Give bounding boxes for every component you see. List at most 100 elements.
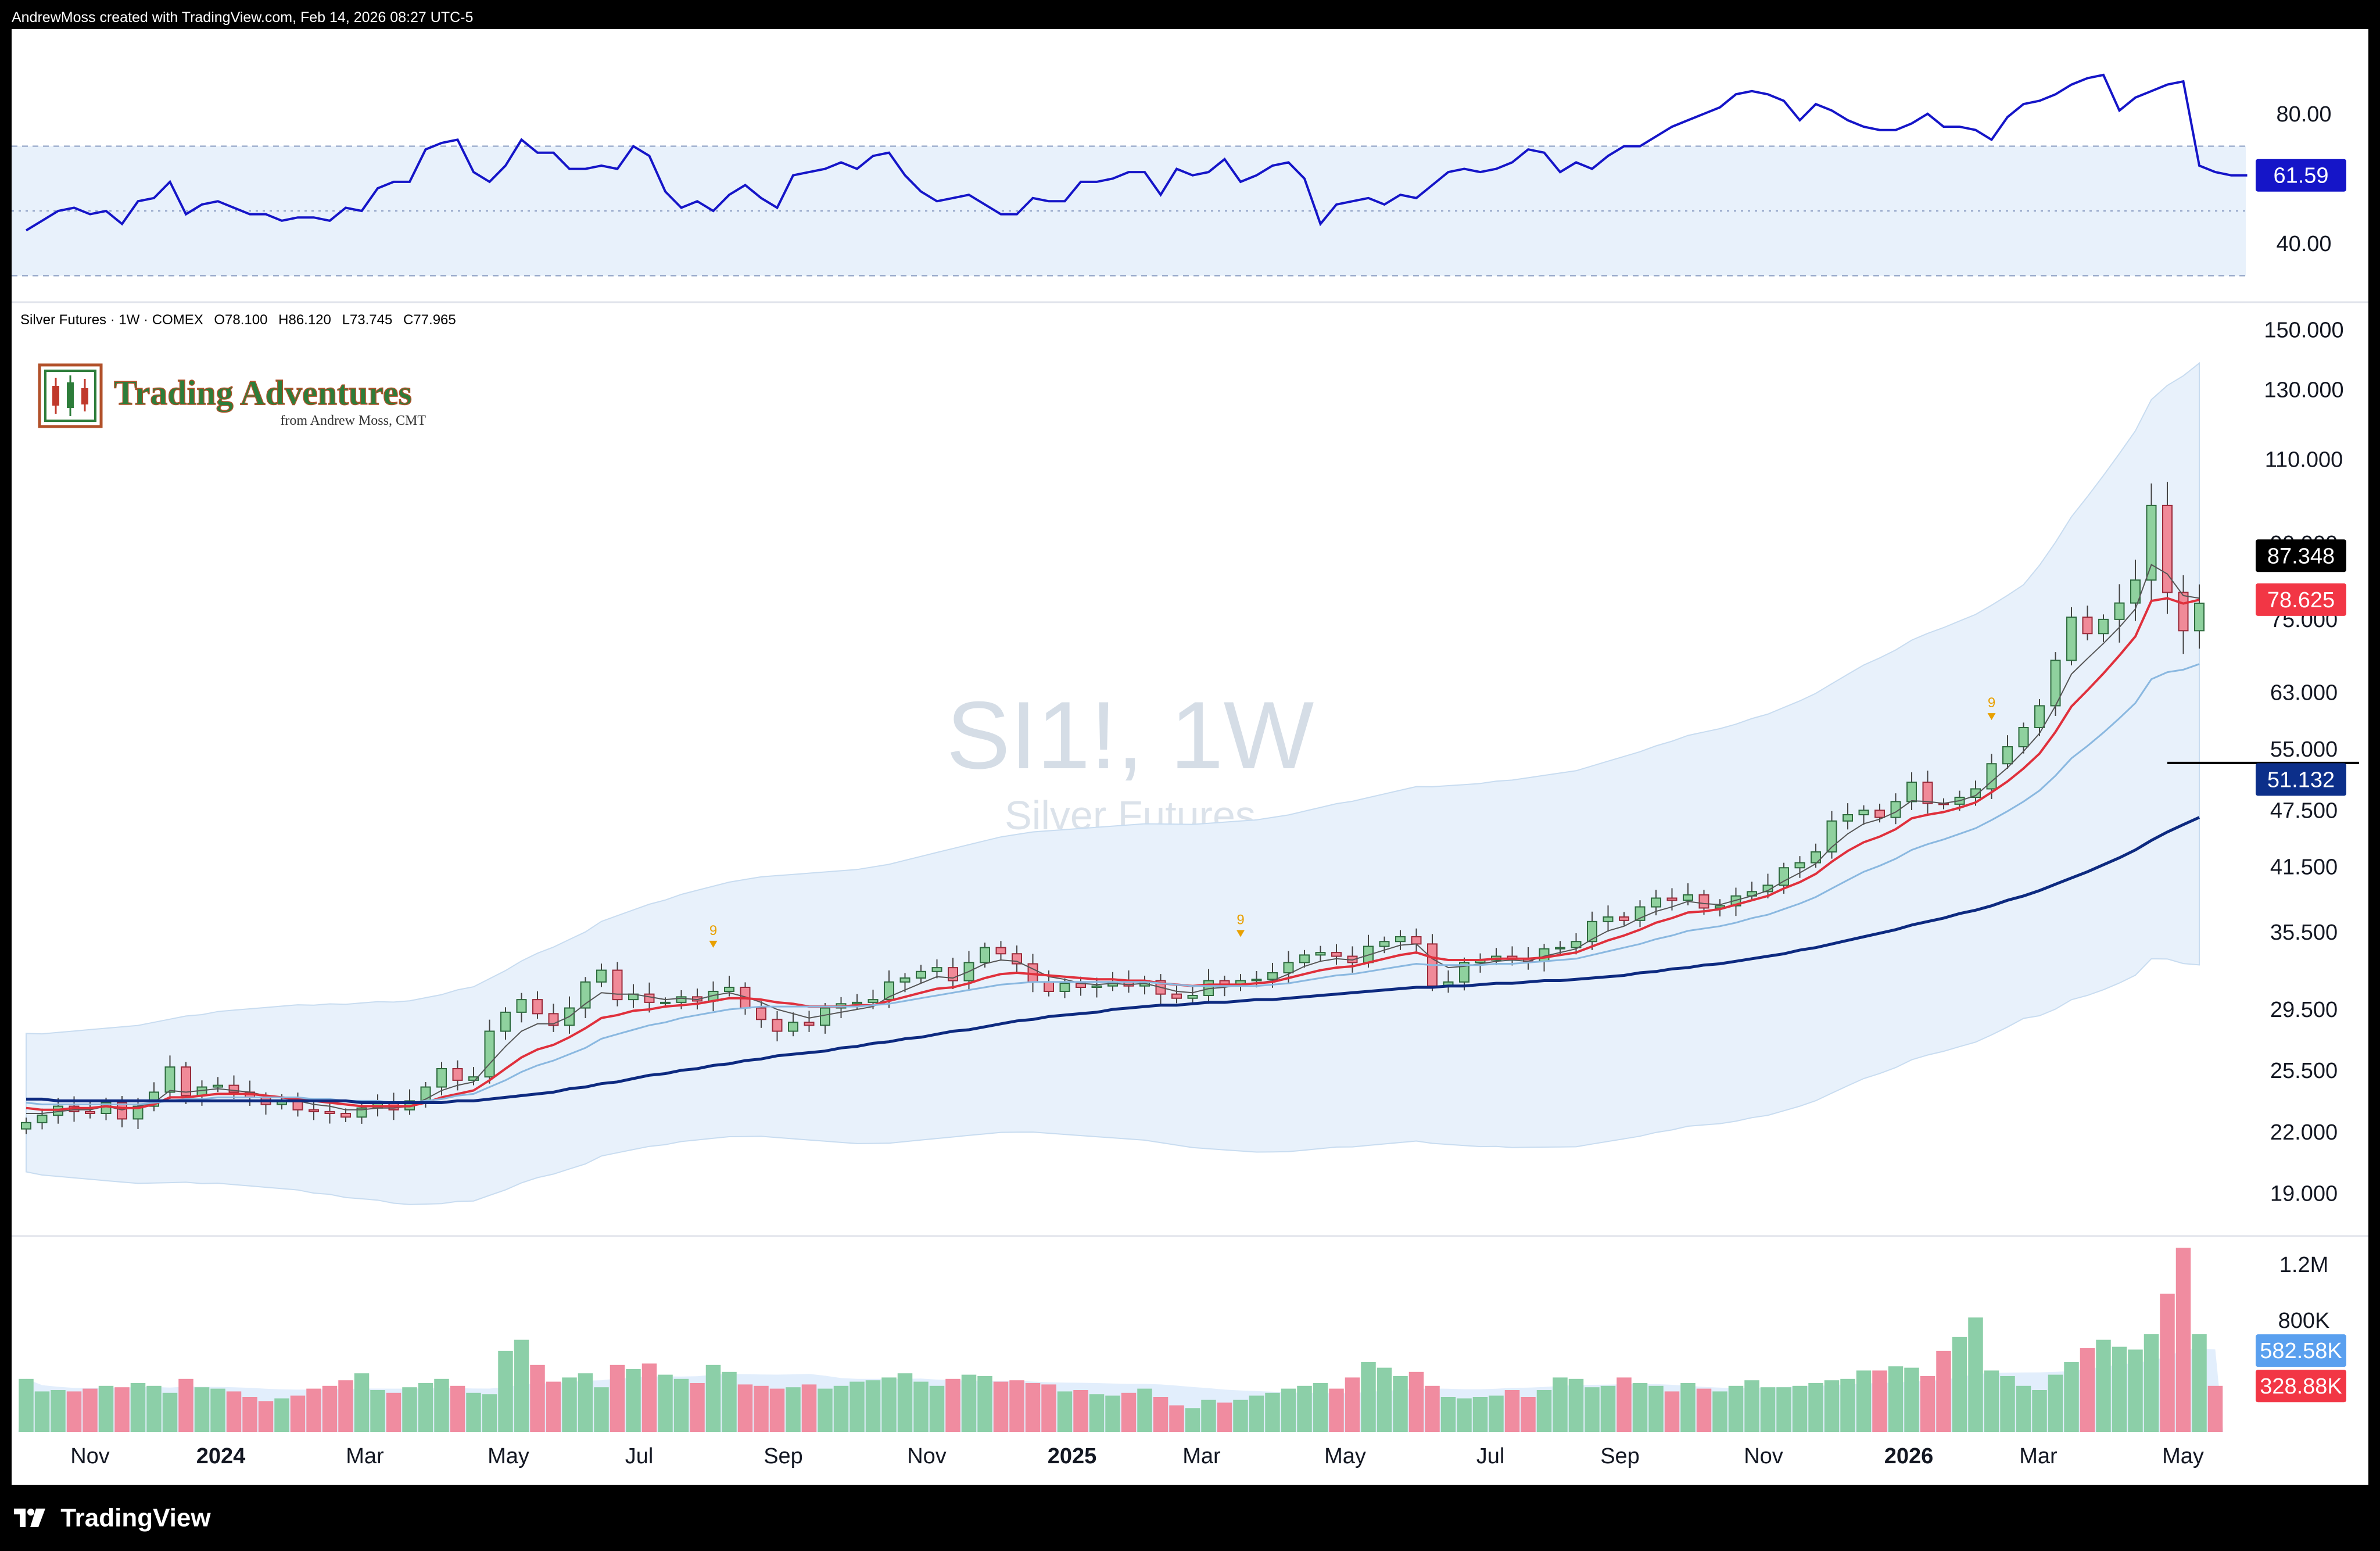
volume-bar[interactable] [402,1387,417,1432]
candle[interactable] [2114,584,2125,643]
volume-bar[interactable] [1425,1385,1440,1432]
candle[interactable] [1651,890,1661,916]
volume-bar[interactable] [1936,1351,1951,1432]
candle[interactable] [1874,803,1885,823]
candle[interactable] [309,1099,319,1120]
volume-bar[interactable] [2016,1385,2031,1432]
volume-bar[interactable] [1824,1380,1840,1432]
volume-bar[interactable] [1345,1377,1360,1432]
candle[interactable] [1395,930,1406,950]
candle[interactable] [596,963,607,987]
volume-bar[interactable] [1568,1378,1584,1432]
candle[interactable] [1587,911,1597,950]
candle[interactable] [2002,735,2013,769]
volume-bar[interactable] [594,1387,609,1432]
volume-bar[interactable] [641,1363,657,1432]
volume-bar[interactable] [1984,1370,1999,1432]
volume-bar[interactable] [83,1388,98,1432]
volume-bar[interactable] [498,1351,513,1432]
volume-bar[interactable] [258,1401,274,1432]
volume-bar[interactable] [2175,1248,2191,1432]
volume-bar[interactable] [2032,1390,2047,1432]
candle[interactable] [324,1100,335,1124]
volume-bar[interactable] [1744,1380,1759,1432]
volume-bar[interactable] [818,1388,833,1432]
candle[interactable] [1603,905,1614,932]
volume-bar[interactable] [1313,1383,1328,1432]
volume-bar[interactable] [226,1391,242,1432]
candle[interactable] [1571,933,1582,955]
volume-bar[interactable] [306,1388,321,1432]
volume-bar[interactable] [1648,1385,1664,1432]
volume-bar[interactable] [1968,1317,1983,1432]
volume-bar[interactable] [514,1339,529,1432]
volume-bar[interactable] [1872,1370,1887,1432]
volume-bar[interactable] [482,1394,497,1432]
volume-bar[interactable] [1920,1376,1935,1432]
candle[interactable] [2034,699,2045,736]
volume-bar[interactable] [690,1383,705,1432]
volume-bar[interactable] [450,1385,465,1432]
candle[interactable] [164,1055,175,1099]
candle[interactable] [1171,986,1182,1004]
candle[interactable] [2146,483,2157,600]
volume-bar[interactable] [801,1384,817,1432]
volume-bar[interactable] [1585,1387,1600,1432]
candle[interactable] [132,1098,144,1129]
candle[interactable] [213,1077,223,1092]
volume-bar[interactable] [881,1377,897,1432]
volume-bar[interactable] [1408,1371,1424,1432]
volume-bar[interactable] [2096,1339,2111,1432]
candle[interactable] [2098,614,2109,642]
candle[interactable] [484,1019,495,1084]
volume-bar[interactable] [434,1378,449,1432]
volume-bar[interactable] [1041,1384,1056,1432]
volume-bar[interactable] [290,1395,306,1432]
volume-bar[interactable] [1728,1385,1744,1432]
volume-bar[interactable] [1600,1385,1616,1432]
volume-bar[interactable] [1792,1385,1808,1432]
candle[interactable] [1251,971,1262,988]
volume-bar[interactable] [1616,1377,1632,1432]
volume-bar[interactable] [1153,1397,1169,1432]
volume-bar[interactable] [162,1392,178,1432]
volume-bar[interactable] [114,1387,130,1432]
volume-bar[interactable] [2048,1374,2063,1432]
volume-bar[interactable] [786,1387,801,1432]
candle[interactable] [2082,606,2093,640]
volume-bar[interactable] [1217,1402,1232,1432]
candle[interactable] [1826,811,1837,859]
volume-bar[interactable] [530,1364,545,1432]
volume-bar[interactable] [1025,1383,1041,1432]
candle[interactable] [532,991,543,1019]
candle[interactable] [804,1011,815,1032]
candle[interactable] [1315,945,1326,962]
candle[interactable] [1267,962,1278,988]
volume-bar[interactable] [929,1385,945,1432]
candle[interactable] [788,1012,798,1037]
volume-bar[interactable] [1632,1383,1648,1432]
volume-bar[interactable] [1840,1378,1855,1432]
volume-bar[interactable] [1105,1395,1120,1432]
volume-bar[interactable] [833,1385,849,1432]
volume-bar[interactable] [2080,1348,2095,1432]
volume-bar[interactable] [1121,1392,1137,1432]
price-axis[interactable]: 80.0040.0061.59150.000130.000110.00090.0… [2256,102,2346,1403]
volume-bar[interactable] [1329,1388,1344,1432]
volume-bar[interactable] [1249,1395,1264,1432]
volume-bar[interactable] [626,1369,641,1432]
volume-bar[interactable] [2207,1385,2223,1432]
volume-bar[interactable] [1393,1376,1408,1432]
volume-bar[interactable] [2112,1346,2127,1432]
volume-bar[interactable] [242,1397,257,1432]
volume-bar[interactable] [1089,1394,1105,1432]
candle[interactable] [1187,985,1198,1005]
volume-bar[interactable] [1201,1399,1216,1432]
volume-bar[interactable] [1952,1337,1967,1432]
volume-bar[interactable] [1057,1391,1073,1432]
volume-bar[interactable] [705,1364,721,1432]
volume-bar[interactable] [546,1381,561,1432]
volume-bar[interactable] [466,1392,481,1432]
candle[interactable] [995,941,1006,961]
